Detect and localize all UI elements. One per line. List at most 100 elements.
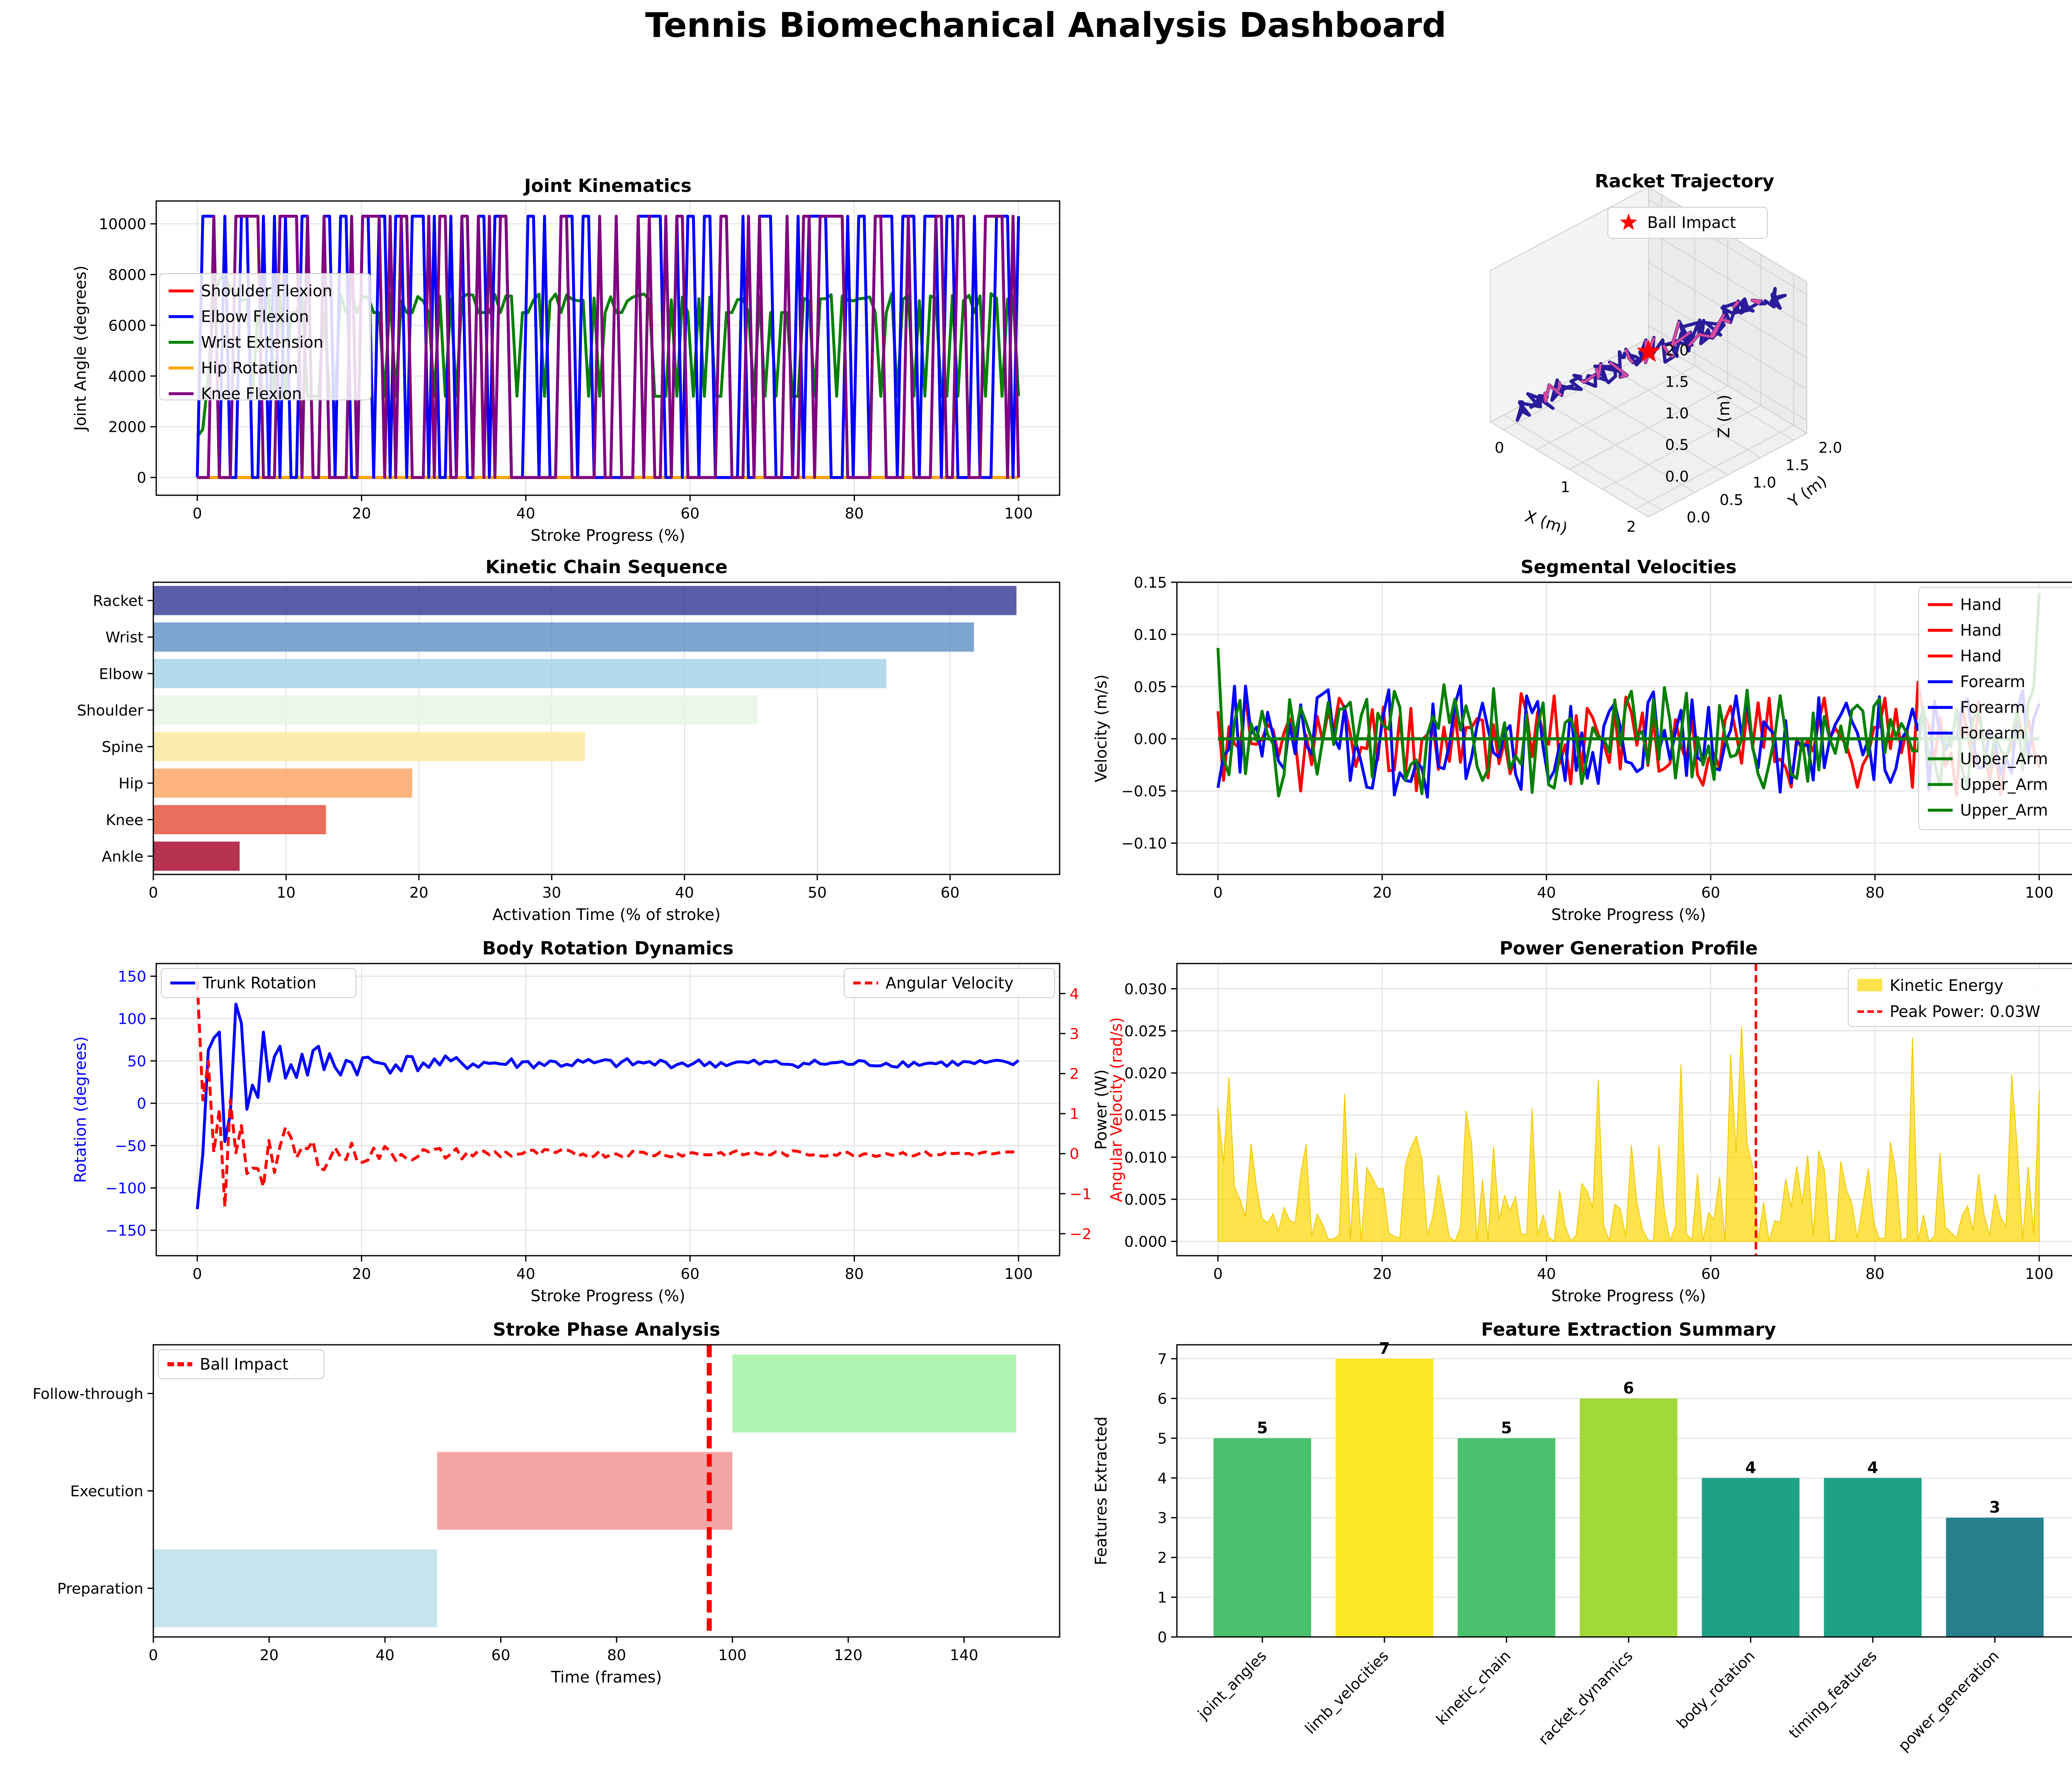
rotation-ytick-label: 100 (118, 1011, 146, 1028)
phases-category-label: Preparation (57, 1581, 143, 1598)
rotation-legend-right (844, 968, 1055, 998)
trajectory-highlight (1720, 318, 1731, 324)
trajectory-grid (1648, 230, 1807, 327)
joint-ytick-label: 8000 (108, 267, 146, 284)
trajectory-xtick-label: 2 (1627, 518, 1636, 535)
joint-ytick-label: 2000 (108, 419, 146, 436)
power-ytick-label: 0.010 (1124, 1149, 1167, 1166)
features-category-label: racket_dynamics (1535, 1647, 1636, 1748)
joint-xlabel: Stroke Progress (%) (530, 526, 685, 545)
trajectory-ytick-label: 0.0 (1687, 509, 1710, 526)
power-ytick-label: 0.000 (1124, 1233, 1167, 1250)
rotation-ytick-right-label: 1 (1070, 1106, 1079, 1123)
velocities-legend-label: Forearm (1960, 698, 2025, 717)
rotation-ytick-label: 150 (118, 968, 146, 985)
phases-xtick-label: 100 (718, 1647, 747, 1664)
trajectory-highlight (1662, 344, 1674, 358)
rotation-ytick-right-label: −1 (1070, 1186, 1092, 1203)
chain-title: Kinetic Chain Sequence (485, 557, 727, 578)
chain-bar (153, 622, 974, 652)
features-value-label: 6 (1623, 1379, 1634, 1397)
joint-frame (155, 200, 1060, 496)
features-title: Feature Extraction Summary (1481, 1319, 1776, 1340)
features-bar (1457, 1438, 1556, 1637)
phases-title: Stroke Phase Analysis (493, 1319, 720, 1340)
trajectory-grid (1635, 425, 1794, 510)
phases-xtick-label: 120 (834, 1647, 863, 1664)
trajectory-highlight (1688, 333, 1710, 347)
rotation-legend-left (161, 968, 356, 998)
phases-xtick-label: 40 (375, 1647, 395, 1664)
rotation-frame (155, 963, 1060, 1257)
joint-legend-label: Hip Rotation (201, 359, 298, 377)
power-ytick-label: 0.020 (1124, 1065, 1167, 1082)
joint-xtick-label: 100 (1005, 505, 1033, 522)
velocities-ytick-label: 0.15 (1134, 574, 1167, 591)
power-legend (1848, 968, 2072, 1027)
chain-bar (153, 732, 585, 761)
trajectory-xtick-label: 1 (1561, 479, 1570, 496)
chain-category-label: Shoulder (77, 702, 144, 719)
power-frame (1176, 963, 2072, 1257)
features-ytick-label: 0 (1157, 1629, 1167, 1646)
joint-xtick-label: 80 (845, 505, 864, 522)
velocities-xtick-label: 80 (1866, 884, 1885, 901)
trajectory-highlight (1624, 349, 1634, 363)
chain-category-label: Racket (93, 593, 143, 610)
rotation-xtick-label: 0 (193, 1266, 202, 1283)
chain-bar (153, 768, 412, 798)
trajectory-grid (1602, 362, 1761, 458)
phases-bar (437, 1452, 733, 1530)
power-legend-label: Kinetic Energy (1890, 976, 2003, 995)
power-legend-label: Peak Power: 0.03W (1890, 1002, 2041, 1021)
trajectory-grid (1602, 405, 1761, 490)
features-bar (1580, 1398, 1677, 1637)
features-value-label: 4 (1745, 1458, 1756, 1477)
features-value-label: 7 (1379, 1339, 1390, 1358)
velocities-xtick-label: 40 (1537, 884, 1556, 901)
rotation-legend-label: Trunk Rotation (202, 974, 316, 992)
chain-bar (153, 659, 886, 688)
joint-ytick-label: 4000 (108, 368, 146, 385)
rotation-ytick-right-label: −2 (1070, 1226, 1092, 1243)
rotation-legend-label: Angular Velocity (886, 974, 1014, 992)
joint-title: Joint Kinematics (523, 175, 692, 196)
velocities-legend-label: Upper_Arm (1960, 775, 2048, 794)
trajectory-ztick-label: 1.0 (1665, 405, 1689, 422)
velocities-frame (1176, 581, 2072, 875)
power-ylabel: Power (W) (1092, 1069, 1110, 1150)
power-xtick-label: 0 (1213, 1266, 1223, 1283)
chain-bar (153, 841, 240, 871)
features-ytick-label: 2 (1157, 1550, 1167, 1567)
joint-ytick-label: 0 (137, 470, 146, 487)
rotation-xtick-label: 80 (845, 1266, 864, 1283)
trajectory-highlight (1544, 383, 1563, 403)
features-value-label: 5 (1501, 1419, 1512, 1437)
rotation-ytick-label: 0 (137, 1095, 146, 1112)
phases-xtick-label: 60 (491, 1647, 511, 1664)
chain-xtick-label: 50 (808, 884, 827, 901)
power-legend-swatch (1857, 979, 1882, 991)
chain-bar (153, 805, 326, 835)
rotation-title: Body Rotation Dynamics (482, 938, 734, 959)
rotation-xtick-label: 40 (516, 1266, 535, 1283)
power-area (1218, 1027, 2040, 1242)
features-bar (1335, 1358, 1433, 1637)
velocities-ytick-label: 0.10 (1134, 627, 1167, 644)
trajectory-highlight (1671, 321, 1691, 347)
features-ylabel: Features Extracted (1092, 1416, 1110, 1565)
chain-xtick-label: 0 (149, 884, 158, 901)
power-ytick-label: 0.015 (1124, 1107, 1167, 1124)
trajectory-highlight (1732, 300, 1739, 308)
joint-xtick-label: 0 (193, 505, 202, 522)
trajectory-ztick-label: 1.5 (1665, 373, 1689, 390)
features-ytick-label: 6 (1157, 1390, 1167, 1407)
trajectory-zlabel: Z (m) (1715, 395, 1733, 438)
velocities-legend-label: Forearm (1960, 673, 2025, 691)
chain-category-label: Wrist (105, 629, 143, 646)
power-xtick-label: 100 (2025, 1266, 2054, 1283)
rotation-angular-line (196, 981, 1019, 1208)
chain-xtick-label: 10 (277, 884, 296, 901)
trajectory-highlight (1609, 361, 1629, 378)
